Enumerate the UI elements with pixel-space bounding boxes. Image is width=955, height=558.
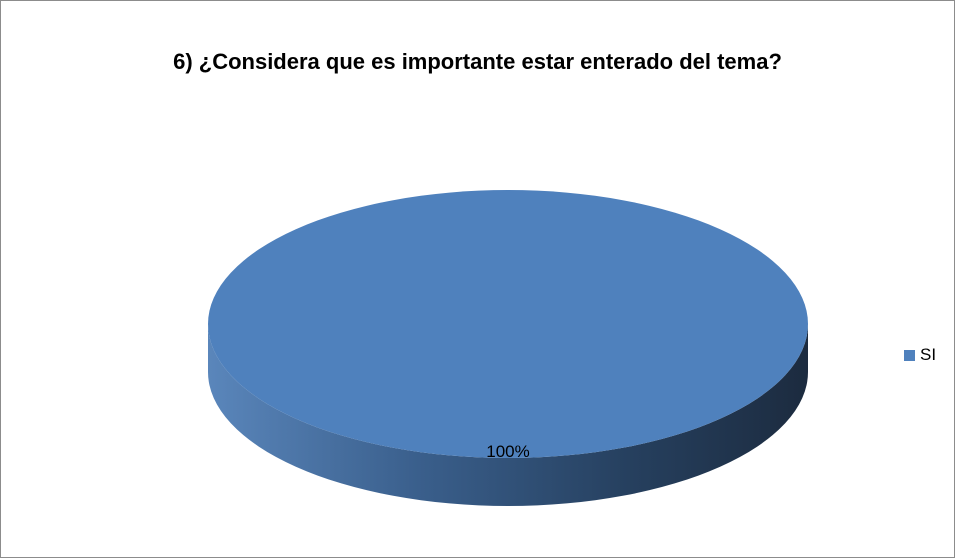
- pie-slice-side-si: [208, 324, 808, 506]
- slice-data-label: 100%: [486, 442, 529, 461]
- pie-slice-si: [208, 190, 808, 458]
- legend: SI: [904, 345, 936, 365]
- chart-title: 6) ¿Considera que es importante estar en…: [173, 49, 782, 74]
- pie-layer: [208, 190, 808, 506]
- legend-swatch-si: [904, 349, 915, 361]
- legend-label-si: SI: [920, 345, 937, 364]
